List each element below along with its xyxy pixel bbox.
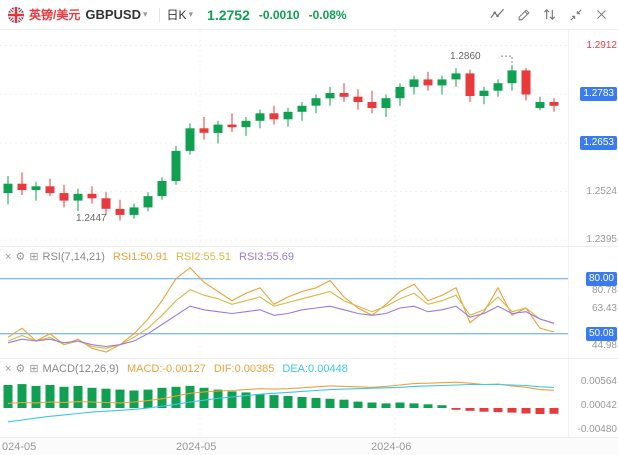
- indicator-arrows-icon[interactable]: [541, 6, 558, 23]
- candles-layer: [3, 65, 559, 221]
- chevron-down-icon[interactable]: ▾: [142, 9, 148, 19]
- axis-tick: 0.00564: [580, 376, 617, 388]
- axis-tick: 63.43: [591, 303, 617, 315]
- low-price-annotation: 1.2447: [76, 212, 107, 224]
- chart-type-icon[interactable]: [489, 6, 506, 23]
- axis-tick: 44.98: [591, 340, 617, 352]
- rsi3-line: [7, 305, 555, 348]
- rsi1-value: RSI1:50.91: [112, 250, 168, 263]
- macd-chart[interactable]: [0, 358, 568, 437]
- draw-pencil-icon[interactable]: [515, 6, 532, 23]
- axis-tick: 1.2524: [586, 185, 617, 197]
- time-axis: 024-05 2024-05 2024-06: [0, 437, 618, 455]
- high-pointer-line: [501, 55, 513, 64]
- collapse-icon[interactable]: [567, 6, 584, 23]
- dif-value: DIF:0.00385: [213, 362, 275, 375]
- time-label: 2024-06: [371, 441, 412, 453]
- chevron-down-icon[interactable]: ▾: [188, 9, 194, 19]
- macd-histogram: [3, 384, 559, 414]
- price-change-percent: -0.08%: [308, 7, 347, 22]
- pair-name-cn: 英镑/美元: [29, 8, 81, 22]
- macd-panel-header: × ⚙ ⊞ MACD(12,26,9) MACD:-0.00127 DIF:0.…: [5, 361, 352, 376]
- time-label: 2024-05: [176, 441, 217, 453]
- axis-tick: -0.00480: [577, 424, 617, 436]
- rsi2-line: [7, 289, 555, 349]
- settings-gear-icon[interactable]: ⚙: [15, 250, 26, 263]
- close-icon[interactable]: ×: [5, 250, 12, 263]
- close-icon[interactable]: [593, 6, 610, 23]
- rsi3-value: RSI3:55.69: [239, 250, 295, 263]
- toolbar-icons: [489, 6, 610, 23]
- rsi-title: RSI(7,14,21): [42, 250, 105, 263]
- last-price: 1.2752: [207, 6, 250, 23]
- high-price-annotation: 1.2860: [450, 51, 481, 63]
- panel-grid-icon[interactable]: ⊞: [29, 250, 39, 263]
- axis-tick: 1.2395: [586, 234, 617, 246]
- uk-flag-icon: [8, 6, 24, 23]
- axis-price-badge: 1.2783: [580, 87, 617, 102]
- timeframe-selector[interactable]: 日K: [166, 8, 187, 22]
- dea-line: [7, 383, 555, 423]
- axis-tick: 0.00042: [580, 400, 617, 412]
- close-icon[interactable]: ×: [5, 362, 12, 375]
- dea-value: DEA:0.00448: [282, 362, 348, 375]
- price-change: -0.0010: [258, 7, 300, 22]
- axis-price-badge: 80.00: [585, 271, 617, 286]
- panel-grid-icon[interactable]: ⊞: [29, 362, 39, 375]
- dif-line: [7, 381, 555, 404]
- panel-separator: [0, 358, 618, 359]
- axis-tick: 80.78: [591, 284, 617, 296]
- macd-title: MACD(12,26,9): [42, 362, 119, 375]
- axis-price-badge: 1.2653: [580, 136, 617, 151]
- axis-tick: 1.2912: [586, 39, 617, 51]
- symbol-selector[interactable]: GBPUSD: [85, 7, 141, 22]
- macd-value: MACD:-0.00127: [126, 362, 206, 375]
- toolbar: 英镑/美元 GBPUSD ▾ 日K ▾ 1.2752 -0.0010 -0.08…: [0, 0, 618, 30]
- rsi-panel-header: × ⚙ ⊞ RSI(7,14,21) RSI1:50.91 RSI2:55.51…: [5, 249, 298, 264]
- divider: [158, 7, 160, 22]
- candlestick-chart[interactable]: [0, 30, 568, 246]
- panel-separator: [0, 246, 618, 247]
- rsi2-value: RSI2:55.51: [175, 250, 231, 263]
- rsi1-line: [7, 266, 555, 353]
- settings-gear-icon[interactable]: ⚙: [15, 362, 26, 375]
- axis-price-badge: 50.08: [585, 326, 617, 341]
- time-label: 024-05: [2, 441, 37, 453]
- rsi-chart[interactable]: [0, 246, 568, 358]
- right-axis: 1.2912 1.2783 1.2653 1.2524 1.2395 80.00 80.78…: [568, 30, 618, 437]
